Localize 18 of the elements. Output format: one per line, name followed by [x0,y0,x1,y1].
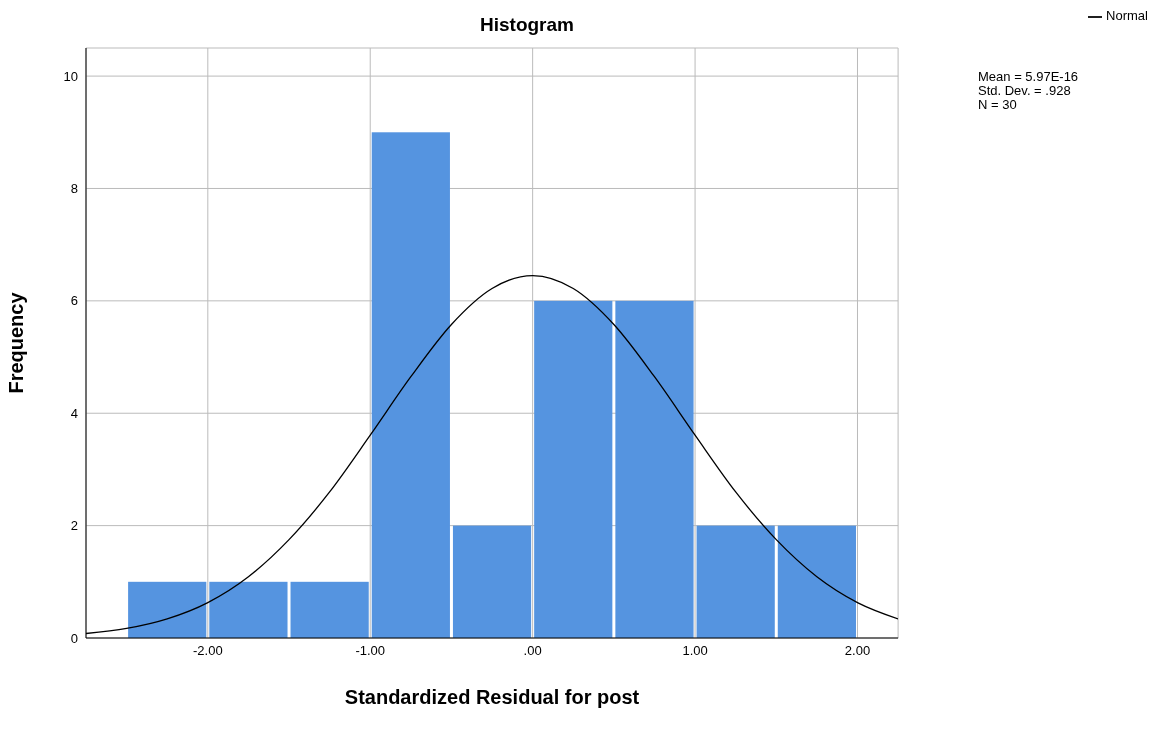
y-tick-label: 4 [70,405,78,421]
y-tick-label: 2 [70,518,78,534]
chart-title: Histogram [479,14,575,36]
x-tick-label: -2.00 [192,643,223,659]
y-tick-label: 10 [63,68,78,84]
text: Std. Dev. = .928 [978,83,1072,98]
x-tick-label: .00 [523,643,542,659]
y-tick-label: 8 [70,181,78,197]
legend-label: Normal [1106,8,1148,23]
x-tick-label: 1.00 [682,643,708,659]
text: N = 30 [978,97,1018,112]
x-tick-label: 2.00 [844,643,871,659]
x-tick-label: -1.00 [355,643,386,659]
y-axis-title: Frequency [5,291,28,394]
y-tick-label: 6 [70,293,78,309]
y-tick-label: 0 [70,630,78,646]
text: Mean = 5.97E-16 [978,69,1079,84]
x-axis-title: Standardized Residual for post [344,686,640,708]
